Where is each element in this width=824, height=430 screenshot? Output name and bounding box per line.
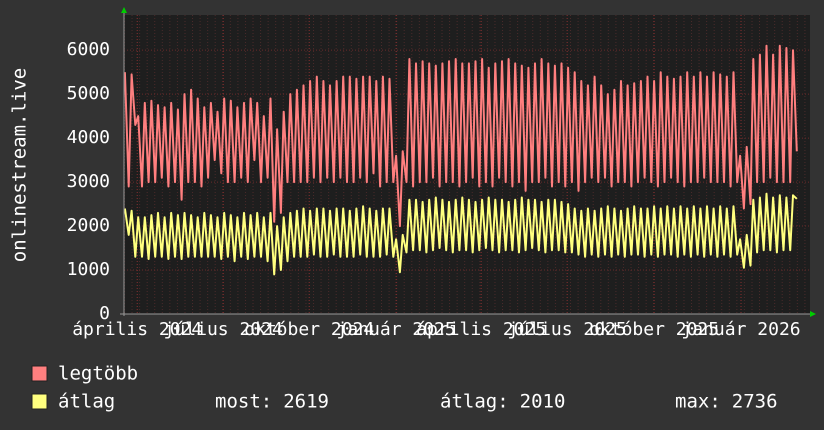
- x-tick-label: október 2025: [589, 319, 719, 340]
- x-tick-label: október 2024: [244, 319, 374, 340]
- series-line: [124, 192, 798, 276]
- x-tick-label: április 2024: [72, 319, 202, 340]
- y-tick-label: 3000: [67, 171, 110, 192]
- axis-arrow: [810, 311, 816, 317]
- y-tick-label: 2000: [67, 215, 110, 236]
- legend-label: átlag: [58, 391, 115, 413]
- y-tick-label: 4000: [67, 127, 110, 148]
- stat-label: átlag:: [440, 391, 509, 413]
- y-tick-label: 6000: [67, 39, 110, 60]
- stat-value: 2736: [732, 391, 778, 413]
- stat-value: 2010: [520, 391, 566, 413]
- legend-swatch: [31, 393, 48, 410]
- y-axis-label: onlinestream.live: [9, 68, 31, 262]
- x-tick-label: január 2026: [681, 319, 800, 340]
- stat-label: max:: [675, 391, 721, 413]
- x-tick-label: július 2025: [508, 319, 627, 340]
- y-tick-label: 1000: [67, 259, 110, 280]
- x-tick-label: január 2025: [337, 319, 456, 340]
- legend-label: legtöbb: [58, 363, 138, 385]
- x-tick-label: július 2024: [164, 319, 283, 340]
- stat-value: 2619: [283, 391, 329, 413]
- axis-arrow: [121, 7, 127, 13]
- x-tick-label: április 2025: [416, 319, 546, 340]
- legend-swatch: [31, 365, 48, 382]
- y-tick-label: 0: [99, 303, 110, 324]
- stat-label: most:: [215, 391, 272, 413]
- y-tick-label: 5000: [67, 83, 110, 104]
- series-line: [124, 44, 798, 228]
